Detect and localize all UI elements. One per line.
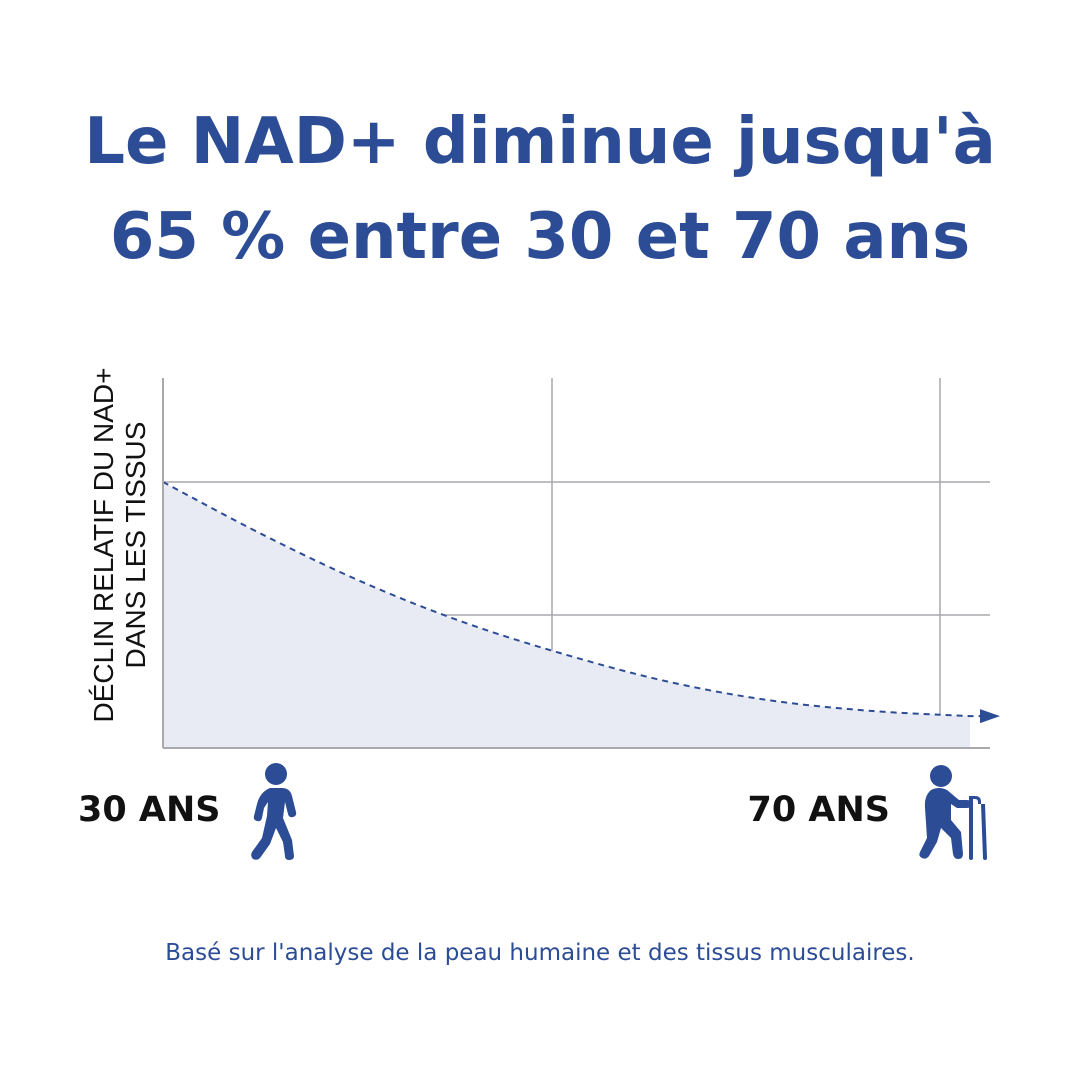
page-title-line-2: 65 % entre 30 et 70 ans bbox=[109, 200, 971, 274]
elderly-person-with-cane-icon bbox=[919, 765, 987, 860]
chart-axes bbox=[162, 378, 990, 749]
page-title-line-1: Le NAD+ diminue jusqu'à bbox=[84, 105, 996, 179]
footnote-source: Basé sur l'analyse de la peau humaine et… bbox=[165, 940, 915, 966]
x-axis-end-label: 70 ANS bbox=[747, 790, 890, 830]
y-axis-label-line-1: DÉCLIN RELATIF DU NAD+ bbox=[88, 367, 119, 723]
curve-arrow-head bbox=[980, 709, 1000, 724]
y-axis-label-line-2: DANS LES TISSUS bbox=[120, 421, 151, 669]
walking-person-icon bbox=[251, 763, 297, 860]
decline-curve-line bbox=[162, 481, 984, 718]
decline-area bbox=[163, 482, 970, 748]
x-axis-start-label: 30 ANS bbox=[78, 790, 221, 830]
y-axis-label: DÉCLIN RELATIF DU NAD+ DANS LES TISSUS bbox=[88, 368, 152, 723]
